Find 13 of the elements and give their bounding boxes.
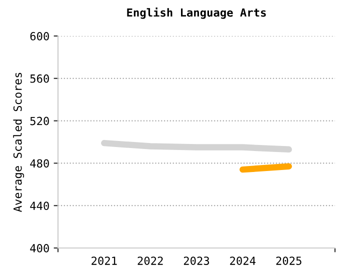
y-tick-label: 400	[30, 244, 49, 252]
x-tick-label: 2025	[276, 256, 302, 265]
y-tick-label: 600	[30, 32, 49, 40]
y-tick-label: 440	[30, 202, 49, 210]
x-tick-label: 2021	[92, 256, 117, 265]
x-tick-label: 2024	[230, 256, 256, 265]
y-tick-label: 560	[30, 74, 49, 83]
y-tick-label: 480	[30, 159, 49, 168]
x-tick-label: 2022	[138, 256, 163, 265]
x-tick-label: 2023	[184, 256, 210, 265]
y-axis-title: Average Scaled Scores	[13, 72, 24, 212]
chart-title: English Language Arts	[127, 8, 266, 19]
y-tick-label: 520	[30, 116, 49, 126]
